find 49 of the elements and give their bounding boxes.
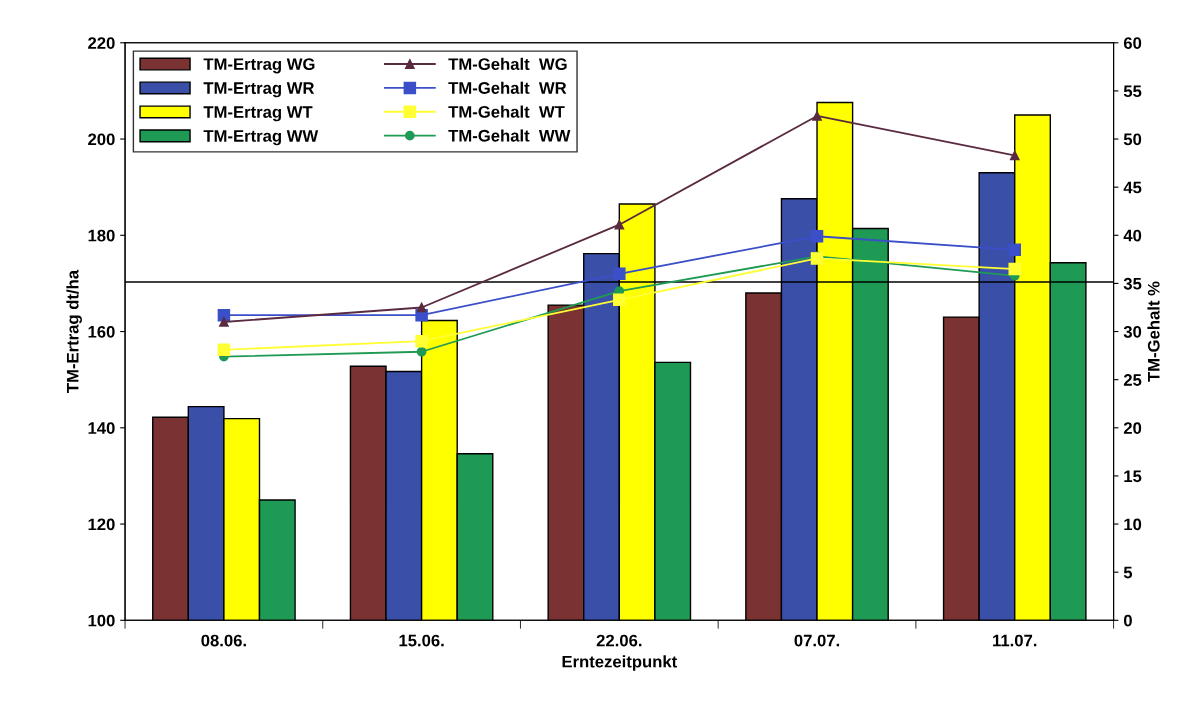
point	[219, 317, 229, 327]
x-tick-label: 11.07.	[993, 634, 1037, 647]
y-tick-label: 100	[88, 614, 115, 627]
point	[614, 219, 625, 230]
legend-label: TM-Ertrag WW	[203, 130, 319, 146]
point	[1008, 262, 1021, 276]
y-tick-label: 160	[88, 325, 115, 338]
point	[812, 111, 822, 121]
y2-tick-label: 50	[1123, 133, 1142, 146]
point	[416, 302, 427, 313]
y2-tick-label: 20	[1123, 422, 1142, 434]
legend-label: TM-Ertrag WG	[203, 58, 315, 74]
y2-tick-label: 25	[1123, 374, 1142, 386]
legend-label: TM-Gehalt WG	[448, 57, 567, 71]
legend-label: TM-Gehalt WT	[448, 105, 565, 118]
y2-tick-label: 30	[1123, 325, 1142, 338]
point	[416, 346, 427, 357]
x-tick-label: 22.06.	[596, 634, 642, 647]
point	[1009, 150, 1020, 161]
y2-tick-label: 15	[1124, 470, 1142, 483]
x-tick-label: 15.06.	[399, 634, 444, 647]
y2-tick-label: 55	[1123, 85, 1142, 98]
legend-label: TM-Gehalt WR	[448, 81, 567, 94]
x-axis-title: Erntezeitpunkt	[562, 655, 677, 671]
x-tick-label: 07.07.	[794, 634, 840, 647]
legend-label: TM-Ertrag WT	[203, 106, 313, 122]
y2-tick-label: 0	[1123, 614, 1132, 627]
y2-tick-label: 10	[1124, 518, 1142, 531]
y2-tick-label: 5	[1123, 566, 1133, 579]
x-tick-label: 08.06.	[201, 634, 246, 647]
point	[613, 293, 626, 307]
point	[810, 230, 824, 243]
point	[415, 334, 428, 348]
point	[217, 343, 231, 357]
y2-tick-label: 60	[1123, 37, 1142, 49]
point	[613, 267, 626, 281]
y-tick-label: 200	[88, 133, 115, 146]
y-tick-label: 140	[88, 422, 115, 434]
y2-axis-title: TM-Gehalt %	[1147, 281, 1160, 382]
y-tick-label: 120	[88, 518, 115, 531]
y2-tick-label: 40	[1123, 229, 1142, 242]
y-axis-title: TM-Ertrag dt/ha	[66, 269, 82, 393]
legend-label: TM-Ertrag WR	[203, 82, 315, 98]
y2-tick-label: 35	[1123, 277, 1142, 290]
y-tick-label: 220	[88, 37, 115, 49]
y-tick-label: 180	[88, 229, 115, 242]
y2-tick-label: 45	[1123, 181, 1142, 194]
legend-label: TM-Gehalt WW	[448, 129, 571, 142]
point	[1008, 243, 1021, 256]
